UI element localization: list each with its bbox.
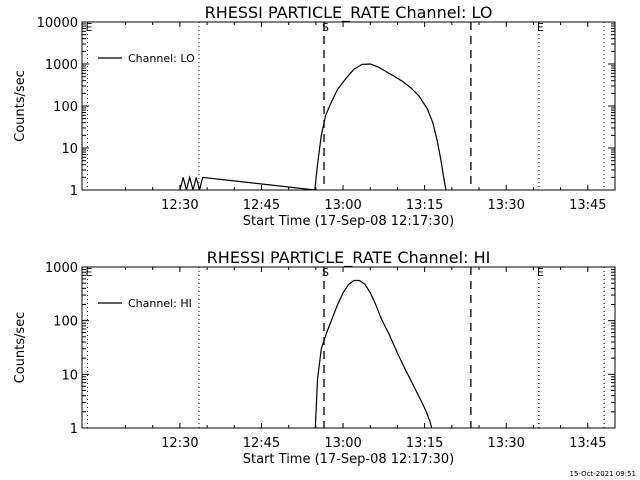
x-axis-label: Start Time (17-Sep-08 12:17:30) (243, 214, 454, 229)
chart-title: RHESSI PARTICLE_RATE Channel: HI (207, 248, 491, 268)
chart-title: RHESSI PARTICLE_RATE Channel: LO (205, 3, 493, 23)
plot-frame (81, 266, 616, 429)
y-tick-label: 1000 (45, 261, 78, 276)
marker-label: S (322, 21, 329, 34)
x-tick-label: 13:00 (324, 198, 361, 213)
x-tick-label: 12:45 (243, 436, 280, 451)
series-line (179, 63, 447, 191)
marker-label: E (537, 266, 544, 279)
x-axis-label: Start Time (17-Sep-08 12:17:30) (243, 452, 454, 467)
y-tick-label: 10 (61, 368, 78, 383)
x-tick-label: 13:15 (406, 436, 443, 451)
plot-timestamp: 15-Oct-2021 09:51 (569, 470, 636, 478)
marker-label: E (85, 21, 92, 34)
series-line (314, 279, 433, 429)
marker-label: S (322, 266, 329, 279)
x-tick-label: 13:00 (324, 436, 361, 451)
x-tick-label: 13:45 (569, 198, 606, 213)
x-tick-label: 13:45 (569, 436, 606, 451)
y-tick-label: 100 (53, 100, 78, 115)
x-tick-label: 12:30 (161, 198, 198, 213)
y-tick-label: 10000 (37, 16, 78, 31)
y-tick-label: 10 (61, 142, 78, 157)
x-tick-label: 12:45 (243, 198, 280, 213)
y-tick-label: 100 (53, 315, 78, 330)
legend-label: Channel: LO (128, 52, 195, 65)
plot-frame (81, 21, 616, 191)
y-axis-label: Counts/sec (13, 312, 28, 384)
y-tick-label: 1 (70, 184, 78, 199)
y-tick-label: 1 (70, 422, 78, 437)
marker-label: E (85, 266, 92, 279)
x-tick-label: 12:30 (161, 436, 198, 451)
marker-label: E (537, 21, 544, 34)
x-tick-label: 13:15 (406, 198, 443, 213)
y-axis-label: Counts/sec (13, 70, 28, 142)
x-tick-label: 13:30 (487, 436, 524, 451)
y-tick-label: 1000 (45, 58, 78, 73)
x-tick-label: 13:30 (487, 198, 524, 213)
legend-label: Channel: HI (128, 297, 192, 310)
